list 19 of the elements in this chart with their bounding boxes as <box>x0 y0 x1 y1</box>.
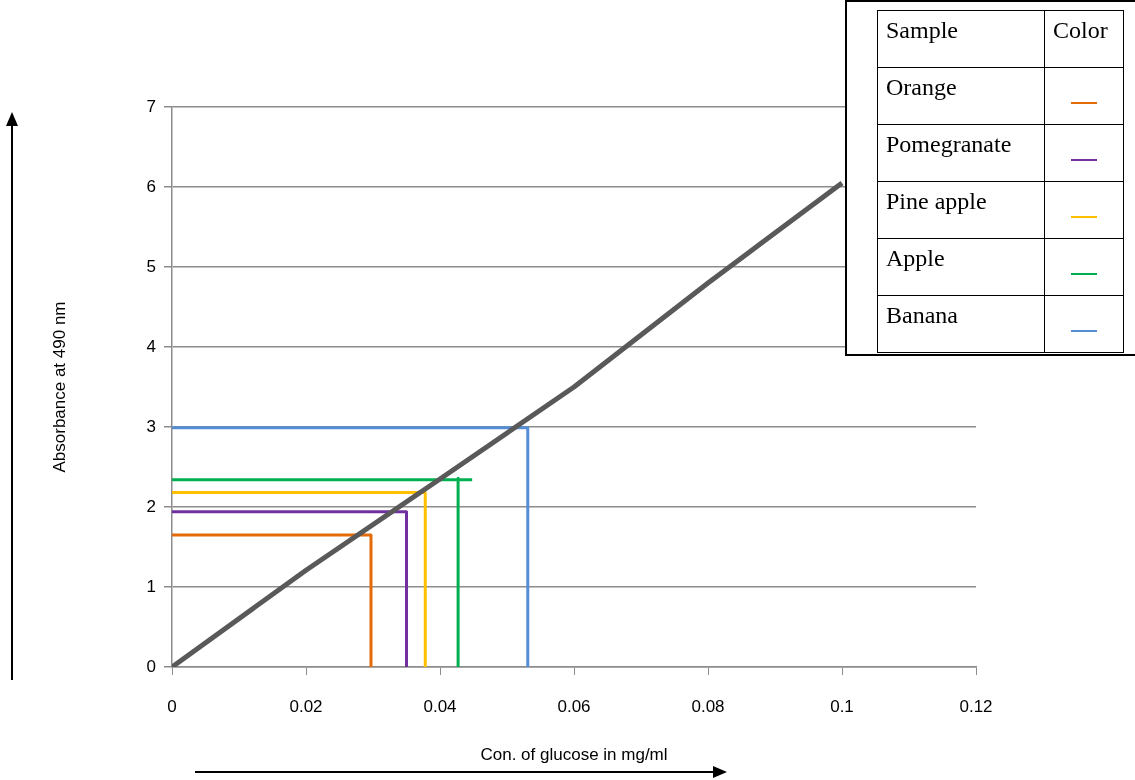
x-axis-title: Con. of glucose in mg/ml <box>480 745 668 765</box>
y-tick-label: 1 <box>146 576 156 596</box>
y-tick-label: 3 <box>146 416 156 436</box>
legend-title: Sample <box>877 10 1045 68</box>
y-axis-title: Absorbance at 490 nm <box>49 301 69 473</box>
y-tick-label: 0 <box>146 656 156 676</box>
x-tick-label: 0.06 <box>557 696 591 716</box>
x-tick-label: 0 <box>167 696 177 716</box>
y-tick-label: 2 <box>146 496 156 516</box>
x-tick-label: 0.08 <box>691 696 725 716</box>
x-tick-label: 0.1 <box>830 696 854 716</box>
legend: Sample Color Orange Pomegranate Pine apple Apple Banana <box>845 0 1135 356</box>
y-tick-label: 6 <box>146 176 156 196</box>
x-tick-label: 0.02 <box>289 696 323 716</box>
y-tick-label: 4 <box>146 336 156 356</box>
y-tick-label: 5 <box>146 256 156 276</box>
x-tick-label: 0.04 <box>423 696 457 716</box>
y-tick-label: 7 <box>146 96 156 116</box>
x-tick-label: 0.12 <box>959 696 993 716</box>
